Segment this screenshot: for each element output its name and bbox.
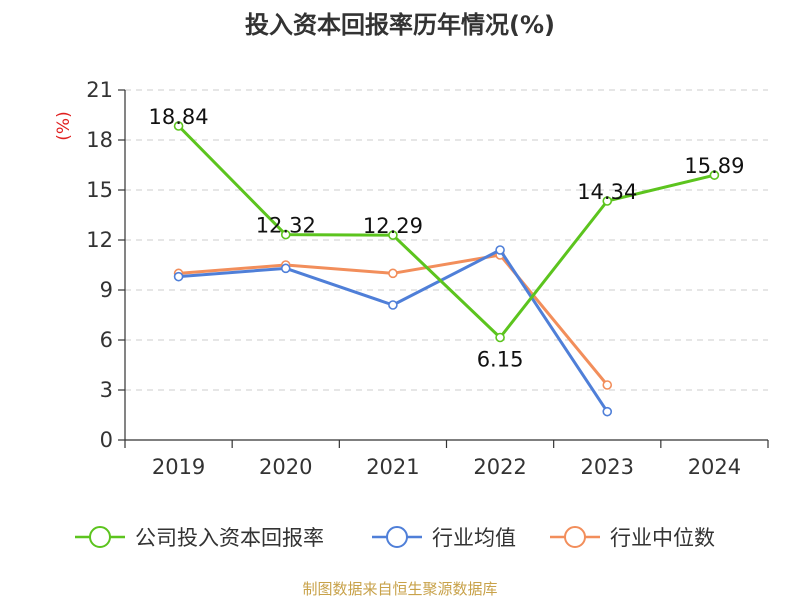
series-line-0 xyxy=(177,124,715,339)
point-s1-2023 xyxy=(602,406,613,417)
point-s2-2021 xyxy=(388,268,398,279)
point-s1-2019 xyxy=(173,271,184,282)
data-label-2020: 12.32 xyxy=(256,214,316,238)
x-tick-label-2019: 2019 xyxy=(152,455,205,479)
legend-label-0: 公司投入资本回报率 xyxy=(135,526,324,550)
point-s1-2020 xyxy=(280,263,291,274)
data-label-2022: 6.15 xyxy=(477,348,524,372)
data-label-2019: 18.84 xyxy=(149,105,209,129)
series-1 xyxy=(173,245,613,417)
x-tick-label-2021: 2021 xyxy=(366,455,419,479)
point-s0-2024 xyxy=(709,170,720,180)
legend-marker-1 xyxy=(386,526,408,548)
point-s0-2022 xyxy=(495,332,505,343)
y-tick-label-9: 9 xyxy=(100,278,113,302)
y-tick-label-18: 18 xyxy=(86,128,113,152)
legend-marker-2 xyxy=(564,526,586,548)
y-axis-label: (%) xyxy=(54,111,74,140)
series-layer xyxy=(173,121,720,417)
point-s1-2021 xyxy=(388,300,398,310)
legend-label-1: 行业均值 xyxy=(432,526,516,550)
point-s0-2021 xyxy=(388,230,398,240)
point-s0-2023 xyxy=(602,196,613,206)
axes xyxy=(118,89,769,448)
x-tick-label-2024: 2024 xyxy=(688,455,741,479)
y-tick-label-3: 3 xyxy=(100,378,113,402)
legend-marker-0 xyxy=(89,526,111,548)
legend-item-1: 行业均值 xyxy=(372,526,516,550)
legend: 公司投入资本回报率 行业均值 行业中位数 xyxy=(75,526,715,550)
x-tick-label-2023: 2023 xyxy=(581,455,634,479)
y-tick-label-15: 15 xyxy=(86,178,113,202)
tick-labels: 0 3 6 9 12 15 18 21 2019 2020 2021 2022 2023 2024 xyxy=(86,78,741,479)
data-label-2023: 14.34 xyxy=(577,180,637,204)
source-note: 制图数据来自恒生聚源数据库 xyxy=(302,580,497,598)
y-tick-label-6: 6 xyxy=(100,328,113,352)
y-tick-label-12: 12 xyxy=(86,228,113,252)
legend-item-2: 行业中位数 xyxy=(550,526,715,550)
chart-title: 投入资本回报率历年情况(%) xyxy=(245,11,555,39)
data-labels: 18.84 12.32 12.29 6.15 14.34 15.89 xyxy=(149,105,745,372)
y-tick-label-0: 0 xyxy=(100,428,113,452)
point-s0-2020 xyxy=(280,229,291,240)
point-s1-2022 xyxy=(495,245,505,255)
x-tick-label-2020: 2020 xyxy=(259,455,312,479)
x-tick-label-2022: 2022 xyxy=(473,455,526,479)
y-tick-label-21: 21 xyxy=(86,78,113,102)
point-s0-2019 xyxy=(173,121,184,131)
series-0 xyxy=(173,121,720,343)
point-s2-2023 xyxy=(602,380,613,390)
data-label-2021: 12.29 xyxy=(363,214,423,238)
data-label-2024: 15.89 xyxy=(684,154,744,178)
grid-lines xyxy=(125,89,768,391)
legend-item-0: 公司投入资本回报率 xyxy=(75,526,324,550)
legend-label-2: 行业中位数 xyxy=(610,526,715,550)
